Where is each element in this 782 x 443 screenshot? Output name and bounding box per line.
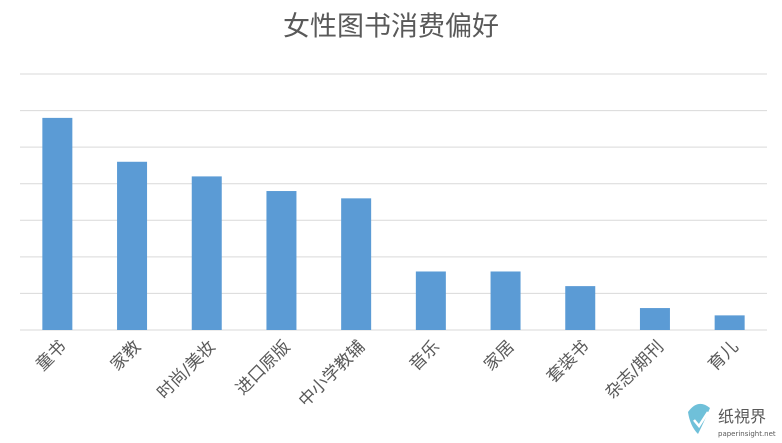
watermark-url: paperinsight.net <box>718 430 776 438</box>
bar <box>42 117 73 330</box>
x-tick-label: 杂志/期刊 <box>602 337 668 403</box>
bar <box>565 286 596 330</box>
x-tick-label: 音乐 <box>406 337 444 375</box>
watermark-name: 纸視界 <box>718 407 766 426</box>
bar <box>714 315 745 330</box>
bar <box>415 271 446 330</box>
bar <box>639 308 670 330</box>
x-tick-label: 进口原版 <box>232 337 294 399</box>
bar <box>341 198 372 330</box>
x-tick-label: 家居 <box>480 337 518 375</box>
x-tick-label: 时尚/美妆 <box>154 337 220 403</box>
x-tick-label: 育儿 <box>705 337 743 375</box>
x-tick-label: 中小学教辅 <box>295 337 369 411</box>
x-tick-label: 家教 <box>107 337 145 375</box>
watermark-logo <box>688 403 710 434</box>
watermark: 纸視界 paperinsight.net <box>688 403 776 438</box>
bar <box>117 161 148 330</box>
bar <box>191 176 222 330</box>
watermark-check <box>693 411 710 429</box>
bar <box>490 271 521 330</box>
chart-title: 女性图书消费偏好 <box>283 12 499 43</box>
x-tick-label: 童书 <box>32 337 70 375</box>
x-tick-label: 套装书 <box>543 337 593 387</box>
bar <box>266 191 297 330</box>
